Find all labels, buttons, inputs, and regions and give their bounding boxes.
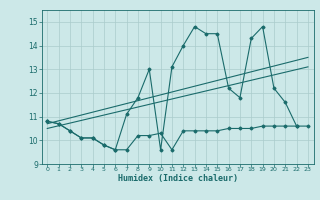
X-axis label: Humidex (Indice chaleur): Humidex (Indice chaleur) [118, 174, 237, 183]
